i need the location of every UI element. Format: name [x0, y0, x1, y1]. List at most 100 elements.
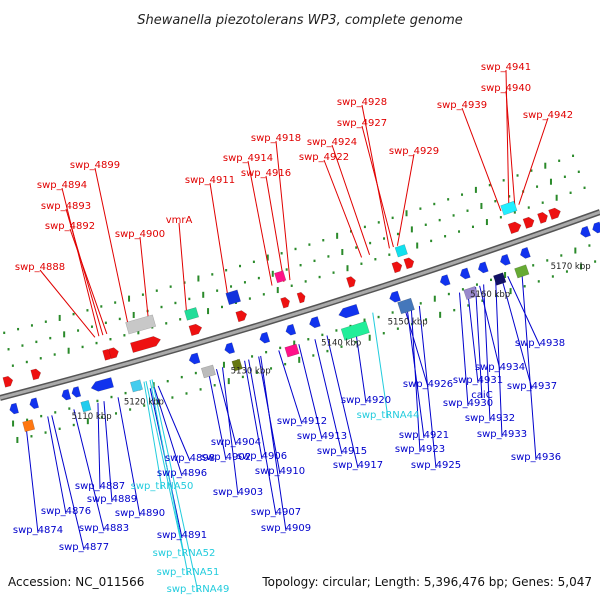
track-dot [40, 414, 43, 418]
label-leader-line [94, 167, 130, 328]
gene-reverse-blue [285, 323, 297, 336]
label-leader-line [247, 160, 273, 286]
track-dot [220, 305, 223, 309]
track-dot [284, 362, 287, 366]
track-dot [458, 230, 461, 233]
label-leader-line [361, 104, 390, 249]
gene-label: swp_4893 [41, 201, 91, 212]
label-leader-line [410, 308, 421, 453]
track-dot [227, 378, 230, 385]
gene-label: swp_4920 [341, 395, 391, 406]
track-dot [86, 418, 89, 425]
track-dot [202, 291, 205, 298]
gene-block-steel [397, 297, 415, 315]
track-dot [17, 327, 20, 331]
track-dot [207, 308, 210, 315]
gene-label: swp_4940 [481, 83, 531, 94]
track-dot [466, 209, 469, 212]
track-dot [251, 355, 254, 358]
label-leader-line [278, 350, 303, 425]
position-tick-label: 5130 kbp [231, 367, 271, 377]
track-dot [335, 329, 338, 332]
track-dot [271, 270, 274, 277]
gene-labels: swp_4941 swp_4940 swp_4939 swp_4942 swp_4928… [13, 62, 573, 595]
track-dot [255, 371, 258, 374]
track-dot [530, 169, 533, 172]
track-dot [494, 199, 497, 203]
label-leader-line [65, 208, 104, 336]
track-dot [132, 311, 135, 318]
label-leader-line [178, 222, 187, 312]
gene-label: swp_4909 [261, 523, 311, 534]
track-dot [213, 384, 216, 387]
track-dot [7, 348, 10, 351]
track-dot [349, 324, 352, 328]
track-dot [551, 275, 554, 278]
track-dot [438, 218, 441, 222]
track-dot [537, 280, 540, 283]
track-dot [304, 280, 307, 283]
label-leader-line [298, 344, 323, 440]
track-dot [502, 179, 505, 182]
gene-label: vmrA [166, 215, 193, 226]
label-leader-line [326, 335, 359, 469]
label-leader-line [61, 187, 100, 337]
gene-label: swp_4923 [395, 444, 445, 455]
track-dot [513, 211, 516, 214]
gene-reverse-blue [9, 402, 19, 415]
track-dot [114, 301, 117, 304]
gene-label: swp_4904 [211, 437, 261, 448]
gene-label: swp_4907 [251, 507, 301, 518]
track-dot [383, 237, 386, 240]
gene-reverse-blue [459, 267, 471, 280]
track-dot [155, 289, 158, 292]
track-dot [265, 350, 268, 354]
track-dot [123, 334, 126, 337]
label-leader-line [145, 381, 185, 557]
track-dot [35, 340, 38, 344]
track-dot [580, 263, 583, 270]
track-dot [363, 318, 366, 325]
track-dot [508, 195, 511, 198]
track-dot [341, 249, 344, 256]
label-leader-line [518, 117, 549, 205]
track-dot [419, 302, 422, 305]
track-dot [563, 175, 566, 178]
track-dot [216, 289, 219, 292]
track-dot [298, 356, 301, 363]
label-leader-line [361, 125, 394, 248]
track-dot [53, 353, 56, 356]
gene-reverse-blue [477, 261, 489, 274]
gene-label: swp_4877 [59, 542, 109, 553]
track-dot [179, 318, 182, 321]
track-dot [21, 344, 24, 347]
map-title: Shewanella piezotolerans WP3, complete g… [137, 13, 463, 28]
track-dot [396, 327, 399, 330]
track-dot [560, 254, 563, 257]
track-dot [516, 174, 519, 177]
track-dot [594, 260, 597, 263]
track-dot [369, 241, 372, 245]
label-leader-line [275, 140, 291, 281]
label-leader-line [459, 292, 469, 407]
track-dot [471, 225, 474, 229]
label-leader-line [151, 379, 199, 593]
gene-reverse-blue [499, 253, 511, 266]
track-dot [199, 388, 202, 391]
track-dot [499, 216, 502, 219]
track-dot [58, 314, 61, 321]
gene-label: swp_tRNA51 [157, 567, 220, 578]
track-dot [77, 329, 80, 332]
track-dot [25, 360, 28, 364]
track-dot [405, 210, 408, 217]
track-dot [355, 246, 358, 249]
track-dot [354, 341, 357, 344]
gene-label: swp_4887 [75, 481, 125, 492]
gene-forward-red [235, 310, 248, 323]
gene-forward-red [548, 207, 561, 220]
track-dot [555, 194, 558, 201]
gene-label: swp_4888 [15, 262, 65, 273]
label-leader-line [97, 402, 101, 490]
label-leader-line [209, 182, 229, 299]
track-dot [340, 345, 343, 348]
